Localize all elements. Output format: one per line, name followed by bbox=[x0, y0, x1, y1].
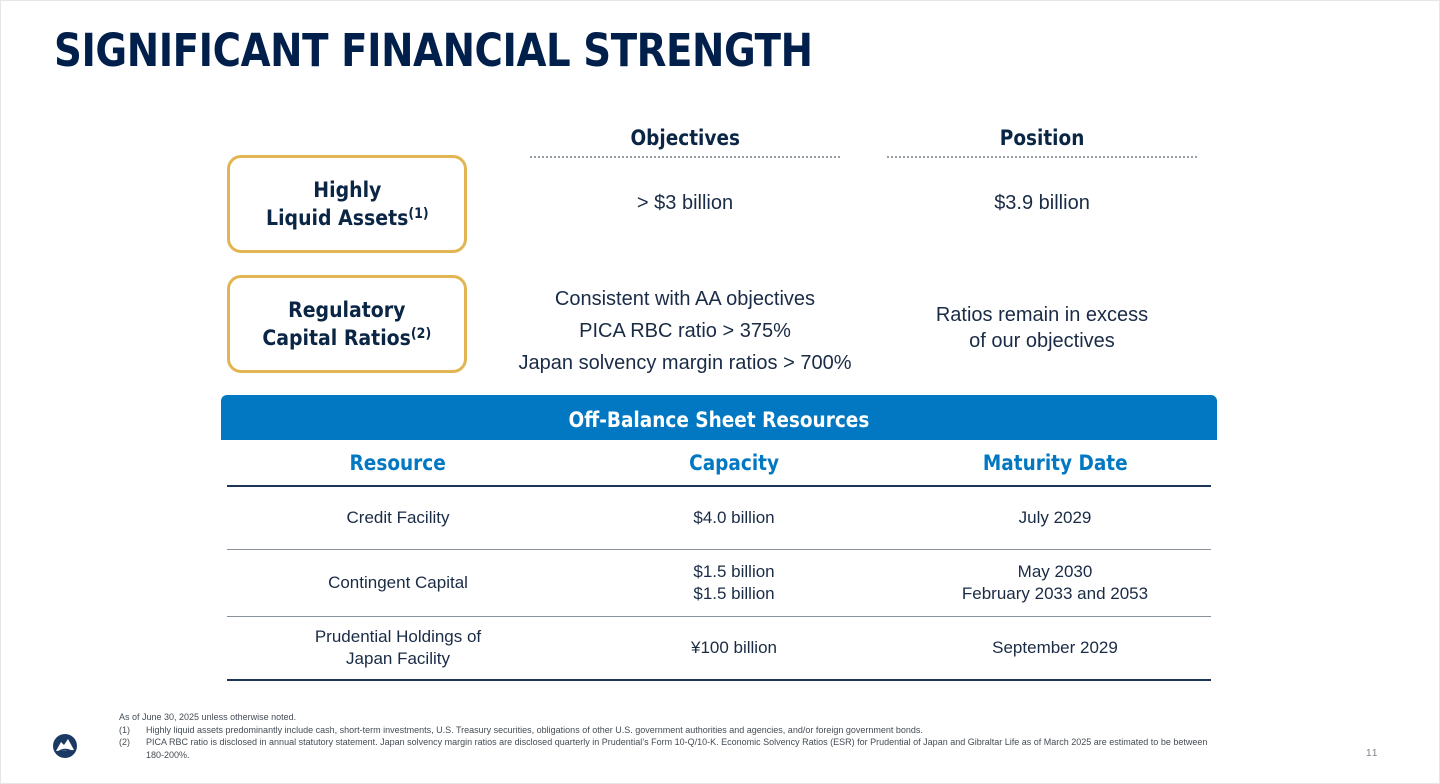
capital-ratios-objectives: Consistent with AA objectives PICA RBC r… bbox=[510, 283, 860, 379]
capital-ratios-pill: Regulatory Capital Ratios(2) bbox=[227, 275, 467, 373]
resource-cell: Prudential Holdings of Japan Facility bbox=[227, 616, 569, 681]
capacity-cell: $1.5 billion $1.5 billion bbox=[569, 549, 899, 617]
liquid-assets-label-line2: Liquid Assets bbox=[265, 206, 409, 230]
objective-line: Consistent with AA objectives bbox=[554, 288, 816, 310]
position-header: Position bbox=[887, 126, 1197, 158]
capital-ratios-label-line1: Regulatory bbox=[288, 298, 406, 322]
header-resource: Resource bbox=[227, 441, 569, 487]
maturity-cell: July 2029 bbox=[899, 486, 1211, 550]
liquid-assets-objective: > $3 billion bbox=[636, 192, 734, 214]
table-row: Contingent Capital $1.5 billion $1.5 bill… bbox=[227, 549, 1211, 617]
footnote-intro: As of June 30, 2025 unless otherwise not… bbox=[119, 712, 297, 722]
resource-cell: Credit Facility bbox=[227, 486, 569, 550]
position-line: of our objectives bbox=[969, 330, 1115, 352]
capacity-cell: $4.0 billion bbox=[569, 486, 899, 550]
rock-logo-icon bbox=[53, 734, 77, 758]
objective-line: PICA RBC ratio > 375% bbox=[579, 320, 791, 342]
table-row: Credit Facility $4.0 billion July 2029 bbox=[227, 486, 1211, 550]
objectives-header: Objectives bbox=[530, 126, 840, 158]
footnote-2: (2) PICA RBC ratio is disclosed in annua… bbox=[119, 737, 1208, 760]
off-balance-table: Resource Capacity Maturity Date Credit F… bbox=[227, 441, 1211, 681]
page-title: SIGNIFICANT FINANCIAL STRENGTH bbox=[54, 24, 813, 77]
page-number: 11 bbox=[1366, 748, 1379, 759]
maturity-cell: May 2030 February 2033 and 2053 bbox=[899, 549, 1211, 617]
header-maturity: Maturity Date bbox=[899, 441, 1211, 487]
footnote-1: (1) Highly liquid assets predominantly i… bbox=[119, 724, 923, 735]
footnote-ref-1: (1) bbox=[408, 206, 429, 222]
capacity-cell: ¥100 billion bbox=[569, 616, 899, 681]
objective-line: Japan solvency margin ratios > 700% bbox=[518, 352, 852, 374]
liquid-assets-position: $3.9 billion bbox=[994, 192, 1090, 214]
capital-ratios-position: Ratios remain in excess of our objective… bbox=[887, 302, 1197, 354]
table-header-row: Resource Capacity Maturity Date bbox=[227, 441, 1211, 487]
position-line: Ratios remain in excess bbox=[935, 304, 1149, 326]
table-row: Prudential Holdings of Japan Facility ¥10… bbox=[227, 616, 1211, 681]
off-balance-banner: Off-Balance Sheet Resources bbox=[221, 395, 1217, 440]
maturity-cell: September 2029 bbox=[899, 616, 1211, 681]
liquid-assets-pill: Highly Liquid Assets(1) bbox=[227, 155, 467, 253]
footnote-ref-2: (2) bbox=[411, 326, 432, 342]
header-capacity: Capacity bbox=[569, 441, 899, 487]
liquid-assets-label-line1: Highly bbox=[312, 178, 382, 202]
resource-cell: Contingent Capital bbox=[227, 549, 569, 617]
footnotes: As of June 30, 2025 unless otherwise not… bbox=[119, 711, 1219, 761]
capital-ratios-label-line2: Capital Ratios bbox=[262, 326, 412, 350]
